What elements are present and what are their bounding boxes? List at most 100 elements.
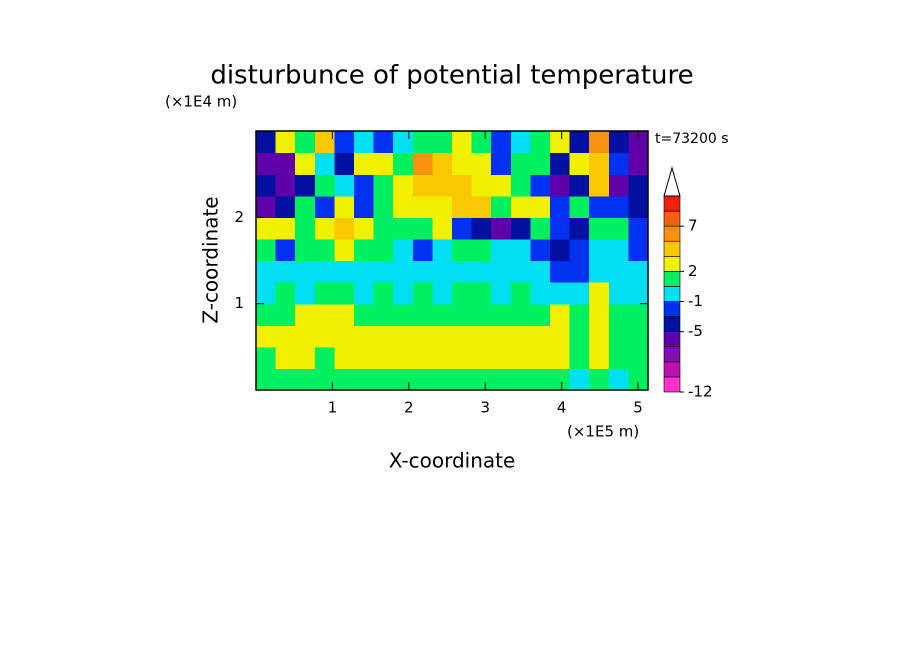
contour-cell <box>589 303 610 326</box>
x-tick-label: 5 <box>633 399 643 417</box>
contour-cell <box>393 152 414 175</box>
contour-cell <box>491 238 512 262</box>
contour-cell <box>295 368 316 391</box>
contour-cell <box>471 346 492 370</box>
contour-cell <box>452 325 473 348</box>
contour-cell <box>314 238 335 262</box>
contour-cell <box>491 217 512 240</box>
contour-cell <box>354 217 375 240</box>
contour-cell <box>275 325 296 348</box>
contour-cell <box>393 346 414 370</box>
contour-cell <box>550 325 571 348</box>
contour-cell <box>412 260 433 283</box>
contour-cell <box>628 368 649 391</box>
contour-cell <box>550 368 571 391</box>
contour-cell <box>256 325 277 348</box>
contour-cell <box>373 368 394 391</box>
contour-cell <box>569 368 590 391</box>
contour-cell <box>275 152 296 175</box>
contour-cell <box>334 368 355 391</box>
contour-cell <box>491 368 512 391</box>
colorbar-box <box>663 316 681 332</box>
contour-cell <box>354 131 375 154</box>
contour-cell <box>569 174 590 197</box>
contour-cell <box>491 195 512 218</box>
contour-cell <box>491 152 512 175</box>
colorbar-label: 2 <box>688 262 698 280</box>
contour-cell <box>452 174 473 197</box>
contour-cell <box>432 152 453 175</box>
contour-cell <box>275 195 296 218</box>
contour-cell <box>530 131 551 154</box>
colorbar-label: -12 <box>688 383 713 401</box>
x-tick-label: 2 <box>404 399 414 417</box>
contour-cell <box>393 368 414 391</box>
contour-cell <box>432 368 453 391</box>
contour-cell <box>608 303 629 326</box>
contour-cell <box>471 217 492 240</box>
contour-cell <box>393 325 414 348</box>
x-unit-label: (×1E5 m) <box>567 423 639 441</box>
contour-cell <box>491 131 512 154</box>
contour-cell <box>510 325 531 348</box>
colorbar-box <box>663 240 681 257</box>
contour-cell <box>589 368 610 391</box>
y-axis-label: Z-coordinate <box>199 196 223 323</box>
contour-cell <box>354 238 375 262</box>
contour-cell <box>334 174 355 197</box>
contour-cell <box>550 152 571 175</box>
contour-cell <box>491 303 512 326</box>
contour-cell <box>530 195 551 218</box>
contour-cell <box>393 217 414 240</box>
contour-cell <box>530 282 551 305</box>
contour-cell <box>569 195 590 218</box>
contour-cell <box>393 195 414 218</box>
contour-cell <box>314 174 335 197</box>
contour-cell <box>432 131 453 154</box>
contour-cell <box>569 282 590 305</box>
contour-cell <box>256 346 277 370</box>
contour-cell <box>628 217 649 240</box>
contour-cell <box>608 174 629 197</box>
contour-cell <box>628 195 649 218</box>
contour-cell <box>471 238 492 262</box>
x-tick-label: 4 <box>557 399 567 417</box>
x-axis-label: X-coordinate <box>389 449 516 473</box>
contour-cell <box>550 260 571 283</box>
contour-cell <box>471 282 492 305</box>
contour-cell <box>608 152 629 175</box>
contour-cell <box>608 325 629 348</box>
y-tick-label: 2 <box>234 208 244 226</box>
colorbar-box <box>663 361 681 378</box>
contour-cell <box>432 325 453 348</box>
contour-cell <box>510 131 531 154</box>
contour-cell <box>275 238 296 262</box>
contour-cell <box>373 260 394 283</box>
contour-cell <box>373 217 394 240</box>
contour-cell <box>412 325 433 348</box>
plot-frame <box>255 130 649 391</box>
contour-cell <box>432 195 453 218</box>
contour-cell <box>334 195 355 218</box>
contour-cell <box>295 131 316 154</box>
contour-cell <box>334 346 355 370</box>
contour-cell <box>314 195 335 218</box>
contour-cell <box>550 217 571 240</box>
contour-cell <box>373 325 394 348</box>
contour-cell <box>550 303 571 326</box>
contour-cell <box>412 174 433 197</box>
contour-cell <box>608 346 629 370</box>
x-tick-label: 1 <box>328 399 338 417</box>
y-unit-label: (×1E4 m) <box>165 93 237 111</box>
colorbar-label: 7 <box>688 217 698 235</box>
contour-cell <box>510 217 531 240</box>
contour-cell <box>628 174 649 197</box>
contour-cell <box>491 325 512 348</box>
contour-cell <box>452 303 473 326</box>
contour-cell <box>432 303 453 326</box>
colorbar-overflow <box>663 166 681 197</box>
annotation: t=73200 s <box>655 131 729 147</box>
contour-cell <box>256 260 277 283</box>
contour-cell <box>569 303 590 326</box>
contour-cell <box>373 131 394 154</box>
